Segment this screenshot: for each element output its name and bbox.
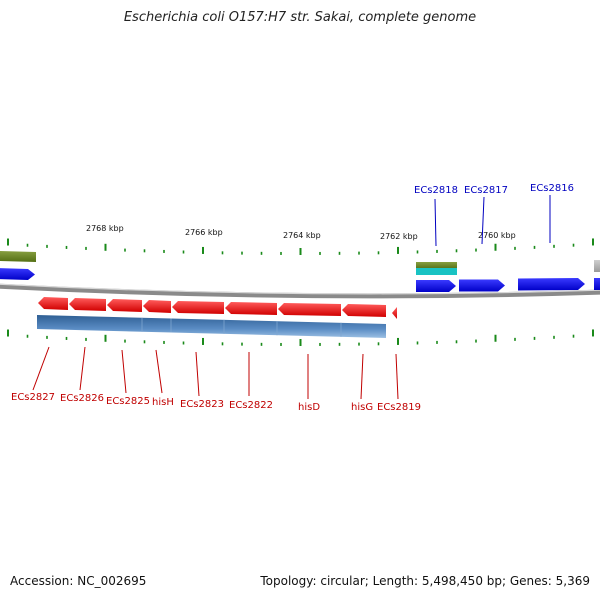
forward-callouts: [434, 195, 551, 247]
gene-label[interactable]: ECs2825: [106, 396, 150, 407]
cds-reverse[interactable]: [225, 302, 277, 315]
cds-reverse[interactable]: [69, 298, 106, 311]
cds-forward[interactable]: [416, 280, 456, 292]
map-title: Escherichia coli O157:H7 str. Sakai, com…: [123, 10, 477, 25]
cds-reverse[interactable]: [38, 297, 68, 310]
gene-label[interactable]: hisG: [351, 402, 373, 413]
cds-forward-left[interactable]: [0, 268, 35, 280]
sequence-backbone: [0, 283, 600, 299]
gene-label[interactable]: ECs2816: [530, 183, 574, 194]
gene-label[interactable]: ECs2827: [11, 392, 55, 403]
gene-label[interactable]: ECs2826: [60, 393, 104, 404]
cds-forward-right[interactable]: [594, 278, 600, 290]
cds-reverse[interactable]: [143, 300, 171, 313]
gene-label[interactable]: ECs2822: [229, 400, 273, 411]
cds-reverse[interactable]: [342, 304, 386, 317]
accession-text: Accession: NC_002695: [10, 574, 147, 588]
feature-cyan[interactable]: [416, 268, 457, 275]
cds-forward[interactable]: [459, 279, 505, 292]
gene-label[interactable]: hisD: [298, 402, 320, 413]
gene-label[interactable]: ECs2817: [464, 185, 508, 196]
gene-label[interactable]: ECs2818: [414, 185, 458, 196]
gene-label[interactable]: ECs2819: [377, 402, 421, 413]
gene-label[interactable]: hisH: [152, 397, 174, 408]
feature-olive[interactable]: [416, 262, 457, 269]
sequence-backbone-highlight: [0, 283, 600, 295]
scale-label: 2762 kbp: [380, 232, 418, 241]
tick-row-top: [7, 238, 594, 255]
scale-label: 2768 kbp: [86, 224, 124, 233]
cds-reverse[interactable]: [278, 303, 341, 316]
cds-reverse[interactable]: [172, 301, 224, 314]
feature-olive-left[interactable]: [0, 251, 36, 262]
tick-row-bottom: [7, 329, 594, 346]
operon-bar-dividers: [141, 317, 342, 337]
reverse-callouts: [32, 346, 399, 400]
gene-label[interactable]: ECs2823: [180, 399, 224, 410]
feature-grey-right[interactable]: [594, 260, 600, 272]
operon-bar[interactable]: [37, 315, 386, 338]
scale-label: 2766 kbp: [185, 228, 223, 237]
cds-reverse[interactable]: [392, 307, 397, 319]
topology-text: Topology: circular; Length: 5,498,450 bp…: [260, 574, 590, 588]
scale-label: 2760 kbp: [478, 231, 516, 240]
cds-forward[interactable]: [518, 278, 585, 291]
scale-label: 2764 kbp: [283, 231, 321, 240]
cds-reverse[interactable]: [107, 299, 142, 312]
